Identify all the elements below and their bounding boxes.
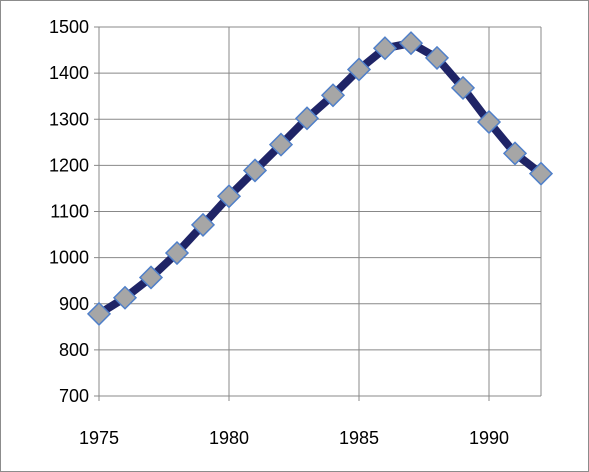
y-tick-label: 1400 [49, 63, 89, 83]
data-point-marker [320, 83, 346, 108]
x-tick-label: 1985 [339, 428, 379, 448]
x-tick-label: 1990 [469, 428, 509, 448]
x-tick-label: 1980 [209, 428, 249, 448]
data-point-marker [190, 212, 216, 237]
gridlines [94, 26, 542, 401]
series-line [95, 39, 545, 318]
data-point-marker [268, 132, 294, 157]
data-point-marker [346, 57, 372, 82]
y-tick-label: 700 [59, 386, 89, 406]
data-point-marker [398, 31, 424, 56]
y-axis-tick-labels: 700 800 900 1000 1100 1200 1300 1400 1500 [49, 17, 89, 406]
data-point-marker [86, 301, 112, 326]
data-point-marker [164, 240, 190, 266]
data-point-marker [216, 184, 242, 209]
y-tick-label: 900 [59, 294, 89, 314]
data-point-marker [502, 141, 528, 166]
y-tick-label: 1000 [49, 248, 89, 268]
x-tick-label: 1975 [79, 428, 119, 448]
y-tick-label: 1100 [50, 202, 89, 222]
x-axis-tick-labels: 1975 1980 1985 1990 [79, 428, 509, 448]
y-tick-label: 1200 [49, 155, 89, 175]
data-point-marker [476, 109, 502, 135]
data-point-marker [112, 285, 138, 310]
data-point-marker [528, 161, 554, 186]
data-point-marker [138, 265, 164, 290]
data-point-marker [450, 75, 476, 100]
data-point-marker [294, 106, 320, 131]
y-tick-label: 800 [59, 340, 89, 360]
series-line-group [95, 39, 545, 318]
y-tick-label: 1500 [49, 17, 89, 37]
data-markers [86, 31, 554, 326]
y-tick-label: 1300 [49, 109, 89, 129]
data-point-marker [372, 36, 398, 61]
data-point-marker [424, 45, 450, 70]
data-point-marker [242, 158, 268, 183]
